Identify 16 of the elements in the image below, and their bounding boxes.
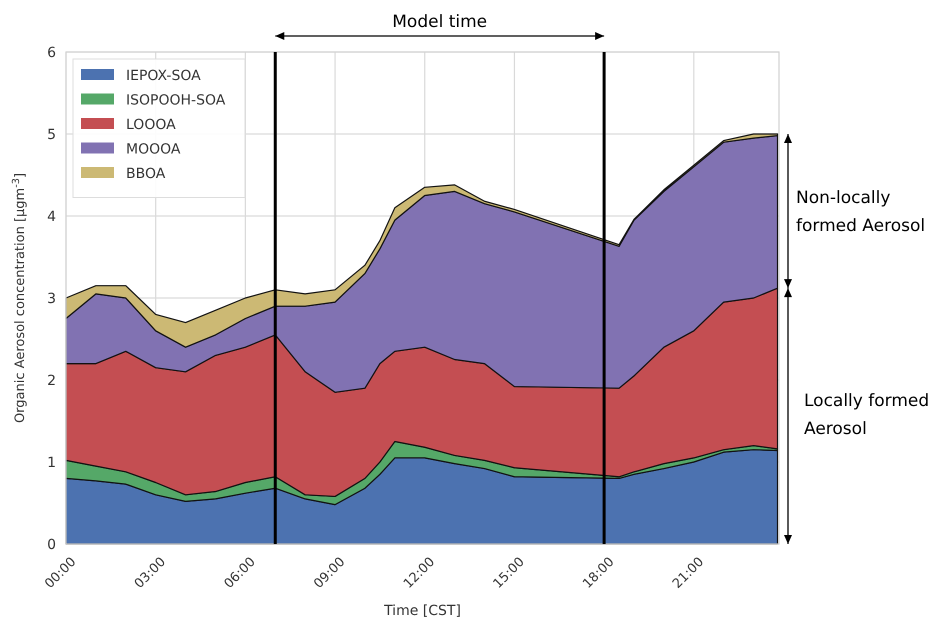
x-axis-title: Time [CST] (383, 603, 461, 619)
y-tick-label: 2 (47, 372, 56, 389)
y-tick-label: 0 (47, 536, 56, 553)
text: Model time (392, 12, 488, 32)
legend-label: LOOOA (126, 116, 176, 133)
y-tick-label: 3 (47, 290, 56, 307)
y-tick-label: 6 (47, 44, 56, 61)
legend-label: ISOPOOH-SOA (126, 92, 226, 108)
legend-label: BBOA (126, 166, 166, 182)
legend-label: IEPOX-SOA (126, 68, 202, 84)
y-tick-label: 1 (47, 454, 56, 471)
legend-label: MOOOA (126, 141, 181, 158)
y-tick-label: 4 (47, 208, 56, 225)
text: Locally formed Aerosol (804, 391, 930, 440)
y-tick-label: 5 (47, 126, 56, 143)
text: Non-locally formed Aerosol (796, 188, 926, 236)
